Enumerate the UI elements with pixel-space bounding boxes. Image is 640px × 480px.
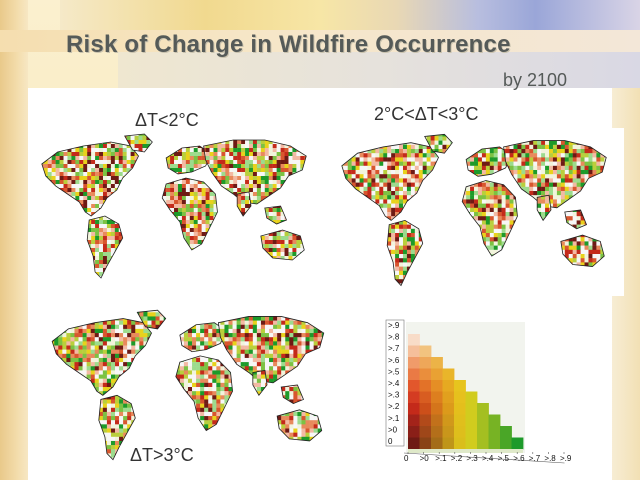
- map-label-mid-warming: 2°C<ΔT<3°C: [374, 104, 478, 125]
- legend-x-tick: >.8: [544, 454, 556, 463]
- map-label-high-warming: ΔT>3°C: [130, 445, 194, 466]
- legend-cell: [500, 438, 512, 450]
- legend-cell: [443, 415, 455, 427]
- legend-cell: [420, 357, 432, 369]
- legend-cell: [408, 415, 420, 427]
- legend-x-tick: >.3: [466, 454, 478, 463]
- legend-cell: [408, 357, 420, 369]
- legend-cell: [477, 415, 489, 427]
- legend-x-tick: 0: [404, 454, 409, 463]
- legend-cell: [408, 438, 420, 450]
- legend-cell: [477, 426, 489, 438]
- legend-cell: [466, 426, 478, 438]
- legend-cell: [420, 438, 432, 450]
- background-left-strip: [0, 0, 28, 480]
- world-map-graphic: [328, 128, 624, 296]
- legend-y-tick: >.5: [388, 367, 400, 376]
- legend-y-tick: >.6: [388, 356, 400, 365]
- legend-x-tick: >.7: [529, 454, 541, 463]
- legend-cell: [443, 369, 455, 381]
- legend-cell: [408, 380, 420, 392]
- legend-cell: [431, 438, 443, 450]
- legend-cell: [443, 392, 455, 404]
- legend-cell: [500, 426, 512, 438]
- legend-y-tick: 0: [388, 437, 393, 446]
- legend-cell: [443, 380, 455, 392]
- legend-cell: [489, 415, 501, 427]
- legend-y-tick: >.7: [388, 344, 400, 353]
- legend-cell: [420, 346, 432, 358]
- legend-cell: [477, 438, 489, 450]
- legend-x-tick: >.6: [513, 454, 525, 463]
- legend-cell: [420, 403, 432, 415]
- legend-cell: [408, 346, 420, 358]
- legend-x-tick: >.5: [498, 454, 510, 463]
- legend-cell: [454, 438, 466, 450]
- legend-y-tick: >.3: [388, 391, 400, 400]
- legend-y-tick: >.4: [388, 379, 400, 388]
- world-map-mid-warming: [328, 128, 624, 296]
- legend-cell: [466, 392, 478, 404]
- legend-y-tick: >.8: [388, 333, 400, 342]
- legend-cell: [466, 403, 478, 415]
- legend-cell: [466, 438, 478, 450]
- legend-y-tick: >.1: [388, 414, 400, 423]
- legend-y-tick: >.2: [388, 402, 400, 411]
- legend-cell: [431, 357, 443, 369]
- legend-x-tick: >0: [420, 454, 430, 463]
- legend-y-tick: >.9: [388, 321, 400, 330]
- legend-cell: [408, 426, 420, 438]
- legend-y-tick: >0: [388, 425, 398, 434]
- slide-subtitle: by 2100: [503, 70, 567, 91]
- legend-x-tick: >.4: [482, 454, 494, 463]
- legend-x-tick: >.1: [435, 454, 447, 463]
- legend-cell: [454, 403, 466, 415]
- legend-cell: [489, 426, 501, 438]
- legend-cell: [454, 415, 466, 427]
- legend-cell: [408, 334, 420, 346]
- legend-cell: [431, 380, 443, 392]
- risk-legend: >.9 >.8 >.7 >.6 >.5 >.4 >.3 >.2 >.1 >0 0 0 >0 >.1 >.2 >…: [384, 318, 580, 464]
- legend-cell: [431, 392, 443, 404]
- legend-cell: [420, 415, 432, 427]
- legend-cell: [420, 426, 432, 438]
- legend-cell: [408, 403, 420, 415]
- legend-cell: [466, 415, 478, 427]
- world-map-low-warming: [28, 128, 324, 288]
- world-map-graphic: [28, 128, 324, 288]
- legend-x-tick: >.2: [451, 454, 463, 463]
- legend-cell: [408, 392, 420, 404]
- legend-cell: [454, 426, 466, 438]
- legend-cell: [431, 403, 443, 415]
- legend-cell: [454, 392, 466, 404]
- legend-cell: [431, 415, 443, 427]
- risk-legend-graphic: >.9>.8>.7>.6>.5>.4>.3>.2>.1>000 >0 >.1 >.2 >…: [384, 318, 580, 464]
- legend-cell: [512, 438, 524, 450]
- legend-cell: [431, 369, 443, 381]
- legend-cell: [408, 369, 420, 381]
- legend-cell: [443, 403, 455, 415]
- legend-x-tick: >.9: [560, 454, 572, 463]
- legend-cell: [420, 380, 432, 392]
- legend-cell: [489, 438, 501, 450]
- legend-cell: [420, 369, 432, 381]
- legend-cell: [477, 403, 489, 415]
- legend-cell: [443, 438, 455, 450]
- legend-cell: [443, 426, 455, 438]
- legend-cell: [431, 426, 443, 438]
- legend-cell: [454, 380, 466, 392]
- slide-title: Risk of Change in Wildfire Occurrence: [66, 31, 511, 59]
- legend-cell: [420, 392, 432, 404]
